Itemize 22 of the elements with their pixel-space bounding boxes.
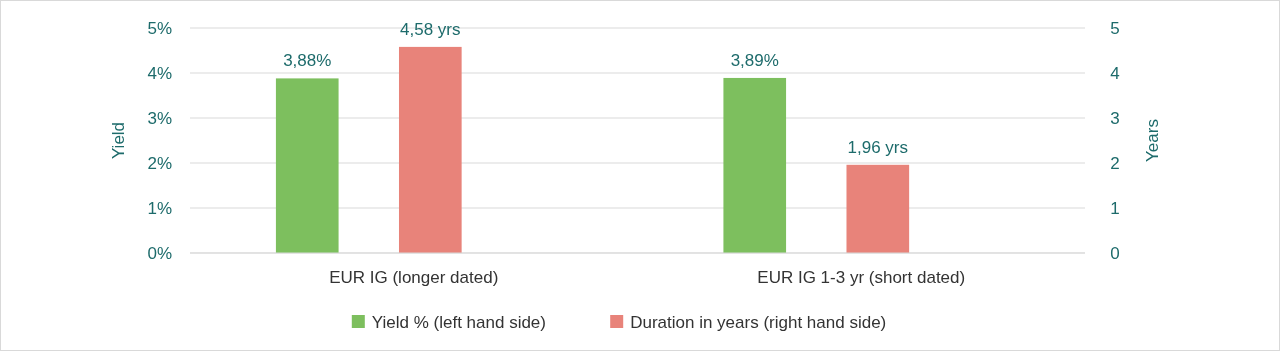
y2-tick-label: 2 — [1110, 153, 1120, 173]
data-label: 1,96 yrs — [847, 137, 909, 157]
y-tick-label: 1% — [147, 198, 172, 218]
data-label: 4,58 yrs — [400, 19, 461, 39]
y-axis-title: Yield — [108, 121, 128, 160]
data-label: 3,88% — [283, 51, 332, 71]
y2-tick-label: 1 — [1110, 198, 1120, 218]
y2-tick-label: 4 — [1110, 63, 1120, 83]
y2-axis-title: Years — [1142, 119, 1162, 162]
x-tick-label: EUR IG (longer dated) — [329, 268, 499, 287]
y2-tick-label: 3 — [1110, 108, 1120, 128]
y-tick-label: 3% — [147, 108, 172, 128]
y2-tick-label: 5 — [1110, 18, 1120, 38]
x-tick-label: EUR IG 1-3 yr (short dated) — [757, 268, 966, 287]
legend-label: Duration in years (right hand side) — [630, 312, 887, 332]
legend-label: Yield % (left hand side) — [371, 312, 546, 332]
y-tick-label: 4% — [147, 63, 172, 83]
y-tick-label: 2% — [147, 153, 172, 173]
y-tick-label: 5% — [147, 18, 172, 38]
y2-tick-label: 0 — [1110, 243, 1120, 263]
data-label: 3,89% — [730, 50, 779, 70]
y-tick-label: 0% — [147, 243, 172, 263]
